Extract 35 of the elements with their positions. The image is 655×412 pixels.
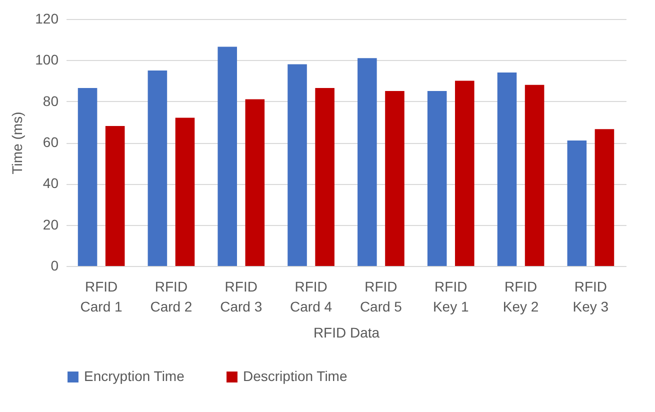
- y-tick-label: 60: [42, 134, 59, 150]
- y-tick-label: 20: [42, 216, 59, 232]
- x-tick-label: RFID Card 3: [220, 278, 262, 314]
- x-tick-label: RFID Card 5: [360, 278, 402, 314]
- bar: [105, 126, 125, 266]
- bar: [567, 140, 587, 266]
- bar: [358, 58, 377, 266]
- x-tick-label: RFID Card 1: [80, 278, 123, 314]
- y-axis-title: Time (ms): [9, 112, 26, 174]
- x-tick-label: RFID Card 4: [290, 278, 332, 314]
- x-tick-label: RFID Card 2: [150, 278, 192, 314]
- bar: [524, 84, 544, 266]
- x-tick-label: RFID Key 2: [502, 278, 539, 314]
- legend-label: Encryption Time: [84, 368, 185, 384]
- y-tick-label: 100: [35, 52, 59, 68]
- bar: [385, 91, 404, 266]
- bar: [148, 70, 168, 266]
- bar: [175, 118, 195, 266]
- x-axis-title: RFID Data: [313, 324, 380, 340]
- x-tick-label: RFID Key 1: [432, 278, 469, 314]
- legend-label: Description Time: [243, 368, 348, 384]
- bar: [245, 99, 265, 266]
- bar: [78, 88, 98, 266]
- x-tick-label: RFID Key 3: [572, 278, 609, 314]
- y-tick-label: 0: [50, 258, 59, 274]
- bar: [427, 91, 447, 266]
- bar: [594, 129, 614, 266]
- bar: [497, 72, 517, 266]
- bar: [315, 88, 334, 266]
- bar: [288, 64, 307, 266]
- y-tick-label: 80: [42, 92, 59, 109]
- y-tick-label: 120: [35, 10, 59, 26]
- bar: [455, 80, 474, 266]
- bar: [218, 46, 237, 266]
- y-tick-label: 40: [42, 175, 59, 192]
